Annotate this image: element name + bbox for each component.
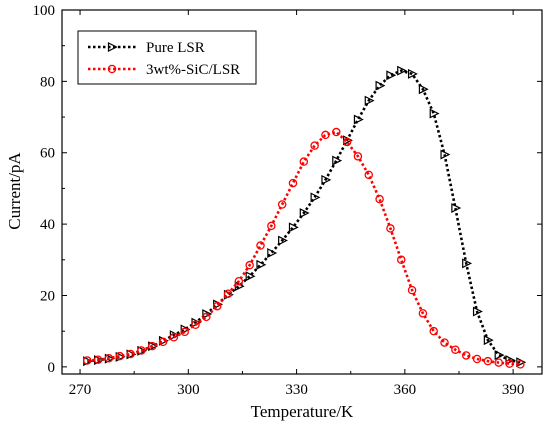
data-point (407, 285, 417, 295)
data-point (353, 114, 364, 125)
series-2 (83, 127, 525, 369)
x-tick-label: 270 (69, 382, 92, 398)
data-point (245, 260, 254, 270)
x-tick-label: 300 (177, 382, 200, 398)
data-point (462, 258, 473, 269)
data-point (212, 301, 222, 311)
y-tick-label: 80 (40, 74, 55, 90)
data-point (278, 235, 288, 246)
data-point (288, 222, 299, 233)
data-point (494, 358, 503, 367)
data-point (321, 130, 330, 140)
data-point (310, 192, 321, 203)
y-tick-label: 20 (40, 288, 55, 304)
data-point (288, 178, 298, 188)
data-point (472, 306, 483, 317)
data-point (451, 203, 462, 214)
legend-marker (107, 42, 118, 52)
data-point (299, 208, 310, 219)
data-point (396, 255, 406, 265)
legend-marker (107, 64, 117, 74)
data-point (472, 354, 482, 364)
y-tick-label: 60 (40, 146, 55, 162)
data-point (375, 80, 386, 91)
data-point (321, 174, 332, 185)
legend-entry: 3wt%-SiC/LSR (88, 62, 240, 78)
data-point (451, 345, 460, 354)
data-point (364, 170, 374, 180)
data-point (429, 108, 440, 119)
data-point (353, 152, 363, 161)
x-tick-label: 390 (502, 382, 525, 398)
data-point (104, 354, 114, 363)
data-point (332, 155, 343, 166)
series-line (87, 69, 521, 364)
data-point (299, 157, 309, 166)
data-point (332, 127, 341, 137)
data-point (180, 327, 189, 337)
data-point (494, 350, 505, 361)
data-point (505, 359, 514, 368)
data-point (375, 194, 384, 204)
y-tick-label: 40 (40, 217, 55, 233)
data-point (223, 289, 233, 298)
data-point (440, 149, 451, 160)
legend-label: 3wt%-SiC/LSR (146, 62, 240, 78)
data-point (461, 351, 471, 360)
data-point (505, 355, 516, 366)
data-point (342, 137, 352, 147)
data-point (169, 332, 179, 342)
data-point (483, 335, 494, 346)
data-point (147, 341, 157, 351)
data-point (418, 309, 428, 318)
data-point (483, 356, 493, 366)
y-tick-label: 0 (48, 360, 56, 376)
legend-label: Pure LSR (146, 40, 205, 56)
data-point (234, 276, 244, 286)
data-point (191, 320, 200, 330)
series-line (87, 130, 521, 366)
data-point (267, 221, 276, 231)
data-point (310, 141, 319, 150)
data-point (429, 326, 438, 336)
data-point (277, 200, 287, 209)
data-point (202, 309, 213, 320)
x-tick-label: 360 (394, 382, 417, 398)
legend: Pure LSR 3wt%-SiC/LSR (77, 30, 257, 85)
legend-entry: Pure LSR (88, 40, 205, 56)
plot-frame (61, 9, 543, 375)
data-point (137, 346, 146, 355)
data-point (83, 356, 92, 365)
data-point (407, 68, 418, 79)
data-point (245, 271, 256, 282)
series-1 (83, 65, 527, 368)
data-point (386, 224, 395, 233)
data-point (364, 95, 375, 106)
data-point (267, 248, 278, 258)
x-tick-label: 330 (285, 382, 308, 398)
data-point (202, 312, 211, 322)
y-axis-title: Current/pA (5, 152, 24, 230)
data-point (115, 351, 124, 361)
data-point (256, 241, 265, 250)
data-point (180, 324, 191, 335)
data-point (126, 349, 135, 359)
data-point (418, 84, 429, 95)
data-point (93, 355, 103, 364)
data-point (397, 65, 408, 76)
legend-box (77, 30, 257, 85)
data-point (386, 70, 397, 81)
y-tick-label: 100 (33, 3, 56, 19)
data-point (440, 338, 449, 347)
x-axis-title: Temperature/K (251, 402, 354, 421)
data-point (516, 360, 525, 369)
data-point (158, 337, 168, 347)
data-point (256, 259, 267, 270)
